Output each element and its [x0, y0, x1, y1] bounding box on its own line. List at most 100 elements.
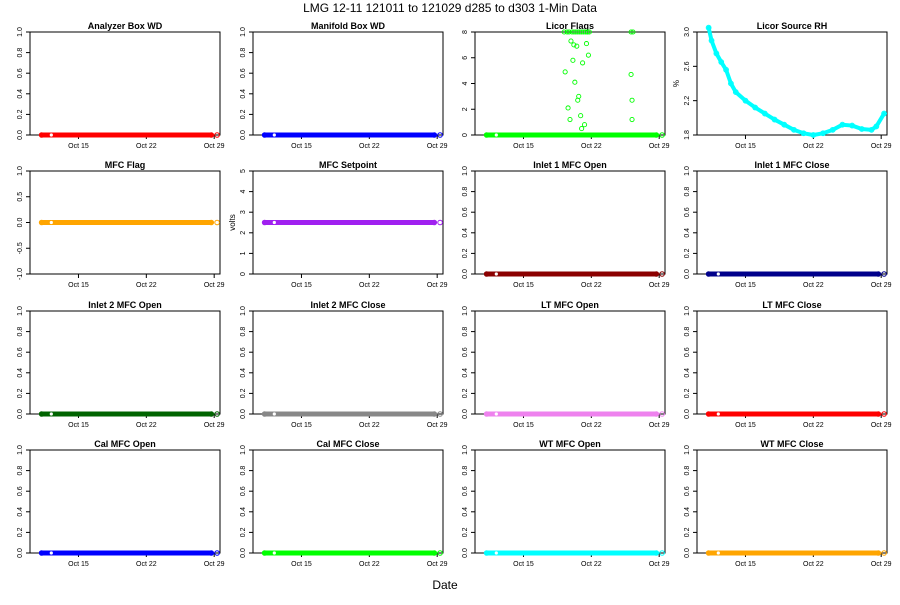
plot-panel: Licor Flags 0 2 4 6 8 Oct 15 Oct 22 Oct 29	[462, 21, 670, 150]
y-tick-label: 0.4	[17, 89, 24, 99]
plot-frame	[252, 31, 444, 136]
data-gap	[716, 272, 720, 276]
y-tick-label: 3	[240, 210, 247, 214]
data-point	[431, 550, 438, 556]
data-point	[38, 132, 45, 138]
y-tick-label: 0.4	[684, 228, 691, 238]
data-point	[562, 69, 568, 75]
data-point	[38, 411, 45, 417]
y-tick-label: 0.4	[240, 368, 247, 378]
plot-panel: Cal MFC Close 0.0 0.2 0.4 0.6 0.8 1.0 Oct 15 Oct…	[240, 439, 448, 568]
x-tick-label: Oct 29	[649, 282, 670, 289]
y-tick-label: 0.0	[17, 130, 24, 140]
x-tick-label: Oct 15	[513, 282, 534, 289]
x-tick-label: Oct 29	[204, 561, 225, 568]
x-tick-label: Oct 15	[291, 561, 312, 568]
x-tick-label: Oct 29	[204, 422, 225, 429]
data-point	[708, 37, 715, 44]
y-tick-label: 0.0	[240, 548, 247, 558]
y-tick-label: 1.0	[684, 445, 691, 455]
y-tick-label: 0.8	[462, 187, 469, 197]
y-tick-label: 0.0	[17, 548, 24, 558]
y-tick-label: 0.4	[684, 507, 691, 517]
y-tick-label: 0.2	[684, 527, 691, 537]
data-point	[564, 29, 570, 35]
y-tick-label: 2	[240, 231, 247, 235]
data-point	[630, 29, 636, 35]
x-tick-label: Oct 15	[68, 422, 89, 429]
y-tick-label: 0.8	[462, 466, 469, 476]
x-tick-label: Oct 29	[871, 561, 892, 568]
y-tick-label: 6	[462, 56, 469, 60]
data-point	[214, 550, 220, 556]
y-tick-label: -0.5	[17, 242, 24, 254]
plot-title: Inlet 1 MFC Open	[533, 160, 607, 170]
x-tick-label: Oct 15	[68, 143, 89, 150]
plot-title: Licor Flags	[546, 21, 594, 31]
data-point	[578, 113, 584, 119]
data-point	[572, 79, 578, 85]
x-tick-label: Oct 29	[427, 282, 448, 289]
data-point	[829, 126, 836, 133]
data-point	[214, 132, 220, 138]
x-axis-label: Date	[432, 578, 458, 592]
data-point	[581, 122, 588, 128]
data-point	[800, 130, 807, 137]
data-point	[584, 29, 590, 35]
x-tick-label: Oct 22	[359, 561, 380, 568]
data-point	[653, 271, 660, 277]
y-tick-label: 0.2	[17, 109, 24, 119]
plot-frame	[474, 31, 666, 136]
data-point	[571, 42, 577, 48]
y-tick-label: 1.0	[684, 166, 691, 176]
y-tick-label: 5	[240, 169, 247, 173]
y-tick-label: 0.0	[17, 218, 24, 228]
data-point	[261, 411, 268, 417]
data-point	[583, 41, 590, 47]
data-gap	[716, 412, 720, 416]
y-tick-label: 0.8	[240, 466, 247, 476]
x-tick-label: Oct 15	[513, 422, 534, 429]
data-point	[742, 97, 749, 104]
plot-title: WT MFC Open	[539, 439, 601, 449]
y-tick-label: 0.6	[240, 347, 247, 357]
data-point	[881, 550, 887, 556]
x-tick-label: Oct 22	[136, 561, 157, 568]
plot-panel: Manifold Box WD 0.0 0.2 0.4 0.6 0.8 1.0 Oct 15 O…	[240, 21, 448, 150]
y-tick-label: 0.4	[240, 507, 247, 517]
data-point	[881, 110, 887, 117]
data-point	[437, 411, 443, 417]
x-tick-label: Oct 29	[427, 422, 448, 429]
plot-title: Inlet 1 MFC Close	[754, 160, 829, 170]
data-point	[567, 117, 573, 123]
x-tick-label: Oct 15	[735, 282, 756, 289]
data-point	[208, 132, 215, 138]
plot-frame	[696, 449, 888, 554]
y-tick-label: 0.6	[17, 347, 24, 357]
y-tick-label: 1.8	[684, 130, 691, 140]
x-tick-label: Oct 29	[871, 143, 892, 150]
y-tick-label: 1	[240, 251, 247, 255]
data-point	[261, 132, 268, 138]
y-tick-label: 0.2	[240, 109, 247, 119]
data-point	[653, 411, 660, 417]
plot-panel: Inlet 1 MFC Close 0.0 0.2 0.4 0.6 0.8 1.0 Oct 1…	[684, 160, 892, 289]
y-tick-label: 4	[240, 190, 247, 194]
y-tick-label: 0.4	[684, 368, 691, 378]
data-point	[629, 117, 635, 123]
x-tick-label: Oct 22	[581, 143, 602, 150]
y-axis-label: %	[672, 80, 681, 87]
y-tick-label: 0	[240, 272, 247, 276]
y-tick-label: 1.0	[462, 445, 469, 455]
x-tick-label: Oct 22	[359, 422, 380, 429]
y-tick-label: 2.2	[684, 96, 691, 106]
x-tick-label: Oct 29	[649, 561, 670, 568]
y-tick-label: 0.0	[684, 548, 691, 558]
y-tick-label: 0.8	[462, 327, 469, 337]
y-tick-label: 1.0	[17, 306, 24, 316]
plot-title: Cal MFC Close	[316, 439, 379, 449]
plot-frame	[252, 170, 444, 275]
y-tick-label: 0.6	[462, 486, 469, 496]
